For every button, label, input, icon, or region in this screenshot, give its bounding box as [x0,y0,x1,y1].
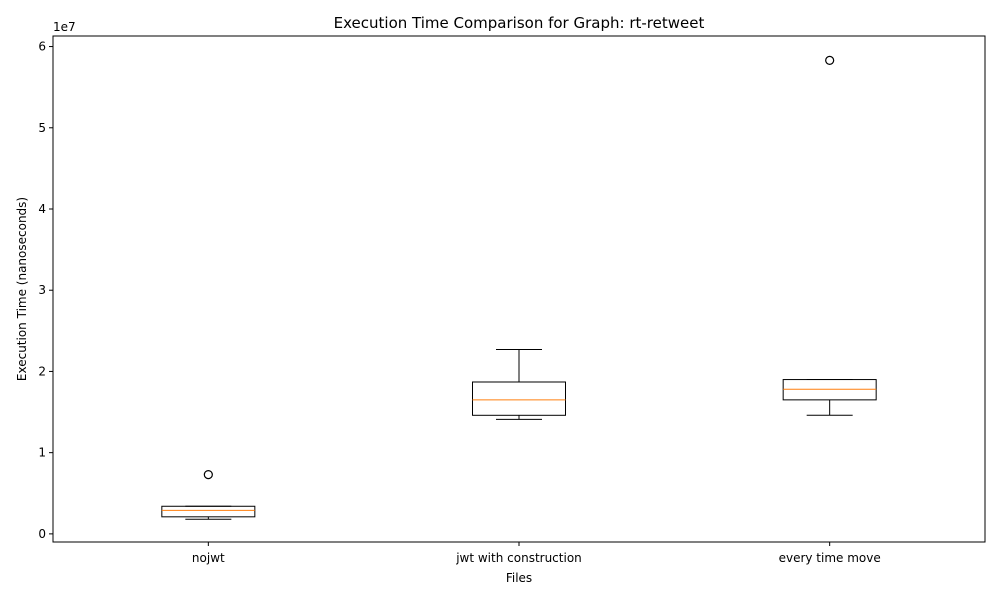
y-tick-label: 5 [38,121,46,135]
x-tick-label: jwt with construction [455,551,582,565]
y-tick-label: 0 [38,527,46,541]
y-tick-label: 4 [38,202,46,216]
x-axis-label: Files [506,571,532,585]
axes-frame [52,35,986,543]
y-axis-label: Execution Time (nanoseconds) [15,197,29,381]
y-tick-label: 3 [38,283,46,297]
box-jwt-with-construction [472,381,566,416]
y-tick-label: 2 [38,364,46,378]
plot-area: 0 1 2 3 4 5 6 nojwt jwt with construction every t… [38,40,880,565]
x-tick-label: every time move [779,551,881,565]
y-tick-label: 6 [38,40,46,54]
x-tick-label: nojwt [192,551,225,565]
outlier-point [203,469,213,480]
y-tick-label: 1 [38,446,46,460]
box-nojwt [161,505,256,518]
outlier-point [825,55,835,65]
chart-title: Execution Time Comparison for Graph: rt-… [334,14,705,32]
y-offset-label: 1e7 [53,20,76,34]
